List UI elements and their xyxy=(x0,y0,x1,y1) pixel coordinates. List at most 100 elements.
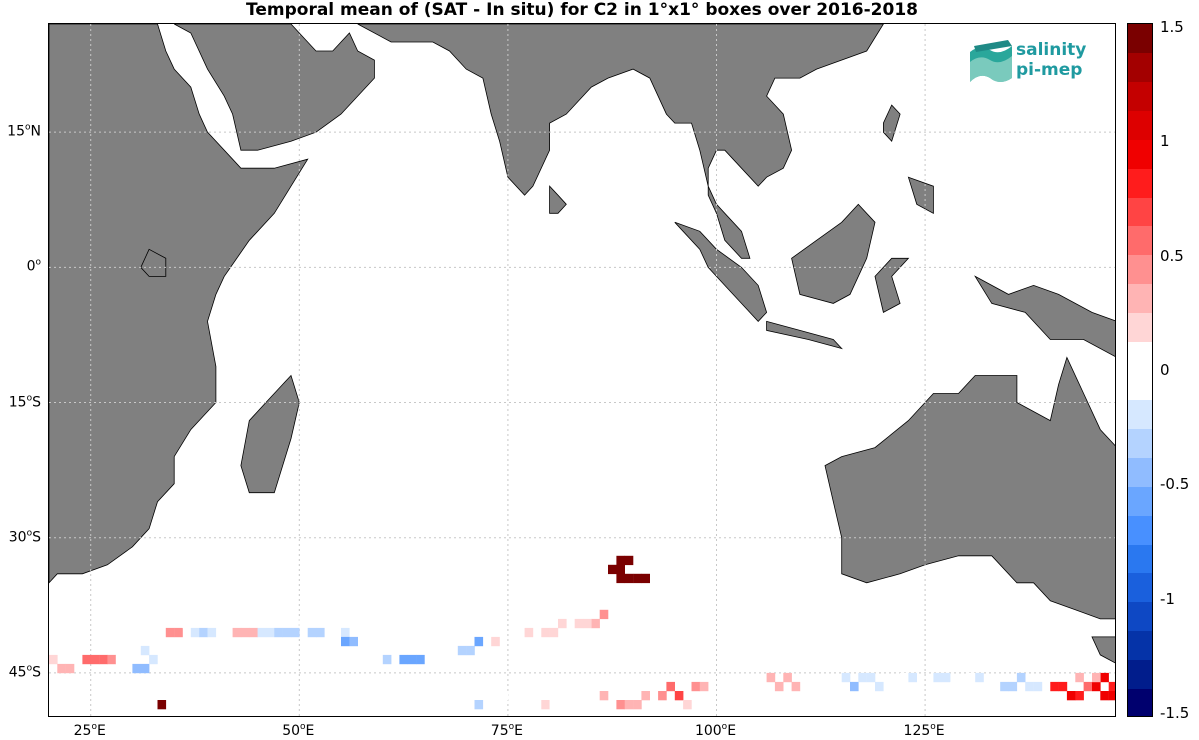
colorbar-segment xyxy=(1128,197,1152,227)
anomaly-cell xyxy=(399,654,408,665)
colorbar-segment xyxy=(1128,342,1152,372)
anomaly-cell xyxy=(257,627,267,638)
landmass-13 xyxy=(240,374,300,494)
anomaly-cell xyxy=(591,618,600,629)
anomaly-cell xyxy=(107,654,116,665)
anomaly-cell xyxy=(182,618,192,629)
anomaly-cell xyxy=(157,700,167,710)
anomaly-cell xyxy=(374,636,383,647)
latitude-label: 45oS xyxy=(8,663,41,681)
anomaly-cell xyxy=(850,681,859,692)
landmass-5 xyxy=(766,320,843,350)
anomaly-cell xyxy=(749,681,759,692)
anomaly-cell xyxy=(232,627,242,638)
anomaly-cell xyxy=(499,691,509,701)
anomaly-cell xyxy=(249,627,258,638)
anomaly-cell xyxy=(624,700,634,710)
latitude-label: 0o xyxy=(26,257,41,275)
anomaly-cell xyxy=(858,672,867,683)
logo-waves-icon xyxy=(970,40,1012,82)
anomaly-cell xyxy=(149,654,158,665)
anomaly-cell xyxy=(783,672,792,683)
anomaly-cell xyxy=(457,645,467,656)
anomaly-cell xyxy=(1033,681,1043,692)
anomaly-cell xyxy=(1100,672,1109,683)
anomaly-cell xyxy=(115,654,125,665)
anomaly-cell xyxy=(1092,681,1101,692)
anomaly-cell xyxy=(966,672,976,683)
anomaly-cell xyxy=(608,564,617,575)
colorbar xyxy=(1127,23,1153,717)
anomaly-cell xyxy=(307,627,317,638)
anomaly-cell xyxy=(583,700,592,710)
anomaly-cell xyxy=(633,700,642,710)
anomaly-cell xyxy=(407,654,417,665)
longitude-label: 75oE xyxy=(490,722,524,739)
anomaly-cell xyxy=(299,618,308,629)
anomaly-cell xyxy=(240,627,250,638)
anomaly-cell xyxy=(99,654,108,665)
map-panel xyxy=(48,23,1116,717)
anomaly-cell xyxy=(941,672,951,683)
anomaly-cell xyxy=(82,654,91,665)
landmass-11 xyxy=(824,356,1115,620)
anomaly-cell xyxy=(791,681,801,692)
anomaly-cell xyxy=(474,636,484,647)
colorbar-tick-label: 0 xyxy=(1160,361,1170,379)
colorbar-segment xyxy=(1128,139,1152,170)
colorbar-segment xyxy=(1128,602,1152,632)
colorbar-segment xyxy=(1128,371,1152,401)
anomaly-cell xyxy=(532,618,542,629)
colorbar-segment xyxy=(1128,689,1152,716)
anomaly-cell xyxy=(549,627,559,638)
anomaly-cell xyxy=(1058,681,1068,692)
landmass-7 xyxy=(874,257,910,314)
colorbar-tick-label: 1 xyxy=(1160,132,1170,151)
anomaly-cell xyxy=(616,573,625,584)
anomaly-cell xyxy=(666,681,675,692)
anomaly-cell xyxy=(641,573,650,584)
anomaly-cell xyxy=(466,645,475,656)
colorbar-segment xyxy=(1128,110,1152,141)
landmass-1 xyxy=(174,24,375,151)
anomaly-cell xyxy=(274,627,283,638)
anomaly-cell xyxy=(190,627,200,638)
anomaly-cell xyxy=(57,663,66,674)
colorbar-tick-label: 0.5 xyxy=(1160,246,1184,265)
longitude-label: 125oE xyxy=(903,722,945,739)
anomaly-cell xyxy=(199,627,208,638)
landmass-2 xyxy=(357,24,884,259)
anomaly-cell xyxy=(1008,681,1018,692)
anomaly-cell xyxy=(841,672,851,683)
anomaly-cell xyxy=(683,700,692,710)
colorbar-segment xyxy=(1128,631,1152,661)
anomaly-cell xyxy=(1000,681,1009,692)
anomaly-cell xyxy=(583,618,592,629)
anomaly-cell xyxy=(1066,691,1076,701)
anomaly-cell xyxy=(291,627,300,638)
anomaly-cell xyxy=(1100,691,1109,701)
landmass-10 xyxy=(907,176,934,214)
landmass-0 xyxy=(49,24,309,584)
anomaly-cell xyxy=(624,573,634,584)
latitude-label: 15oS xyxy=(8,393,41,411)
anomaly-cell xyxy=(140,663,150,674)
anomaly-cell xyxy=(1025,681,1034,692)
colorbar-segment xyxy=(1128,573,1152,603)
anomaly-cell xyxy=(474,700,484,710)
anomaly-cell xyxy=(566,691,575,701)
colorbar-segment xyxy=(1128,544,1152,574)
logo-text-pimep: pi-mep xyxy=(1016,60,1083,80)
anomaly-cell xyxy=(541,700,550,710)
colorbar-segment xyxy=(1128,255,1152,285)
landmass-14 xyxy=(140,248,167,277)
colorbar-segment xyxy=(1128,399,1152,430)
anomaly-cell xyxy=(558,618,567,629)
anomaly-cell xyxy=(49,654,58,665)
colorbar-segment xyxy=(1128,81,1152,112)
anomaly-cell xyxy=(165,627,175,638)
anomaly-cell xyxy=(491,636,500,647)
anomaly-cell xyxy=(416,654,425,665)
anomaly-cell xyxy=(349,636,358,647)
anomaly-cell xyxy=(174,627,183,638)
